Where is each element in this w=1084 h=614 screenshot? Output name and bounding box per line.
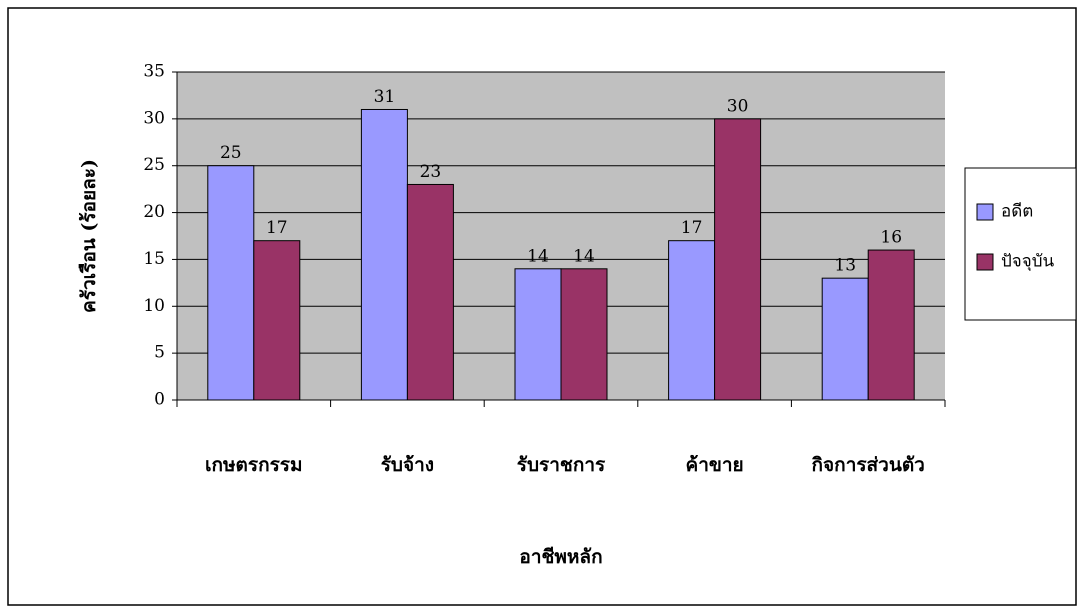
- y-tick-label: 15: [143, 249, 165, 269]
- y-tick-label: 30: [143, 108, 165, 128]
- x-tick-label: ค้าขาย: [686, 454, 744, 476]
- bar: [821, 277, 869, 401]
- x-tick-label: รับจ้าง: [381, 454, 434, 476]
- bar: [560, 268, 608, 401]
- y-tick-label: 35: [143, 62, 165, 82]
- y-tick-label: 0: [154, 390, 165, 410]
- bar: [253, 240, 301, 401]
- y-tick-label: 10: [143, 296, 165, 316]
- x-tick-label: กิจการส่วนตัว: [812, 454, 925, 476]
- value-label: 17: [681, 218, 703, 238]
- y-axis-title: ครัวเรือน (ร้อยละ): [78, 159, 100, 313]
- y-tick-label: 5: [154, 343, 165, 363]
- legend-swatch: [976, 203, 994, 221]
- value-label: 25: [220, 143, 242, 163]
- legend-swatch: [976, 253, 994, 271]
- value-label: 14: [573, 246, 595, 266]
- x-axis-title: อาชีพหลัก: [519, 546, 602, 568]
- x-tick-label: รับราชการ: [517, 454, 606, 476]
- y-tick-label: 20: [143, 202, 165, 222]
- bar: [406, 183, 454, 401]
- bar: [867, 249, 915, 401]
- bar: [668, 240, 716, 401]
- bar: [360, 108, 408, 401]
- legend-label: ปัจจุบัน: [1001, 252, 1055, 272]
- value-label: 30: [727, 96, 749, 116]
- legend-box: [964, 167, 1077, 321]
- bar: [714, 118, 762, 401]
- x-tick-label: เกษตรกรรม: [205, 454, 303, 476]
- legend-label: อดีต: [1001, 202, 1033, 222]
- value-label: 23: [420, 162, 442, 182]
- bar: [514, 268, 562, 401]
- value-label: 17: [266, 218, 288, 238]
- bar: [207, 165, 255, 401]
- value-label: 31: [374, 87, 396, 107]
- value-label: 14: [527, 246, 549, 266]
- y-tick-label: 25: [143, 155, 165, 175]
- value-label: 16: [880, 228, 902, 248]
- value-label: 13: [834, 256, 856, 276]
